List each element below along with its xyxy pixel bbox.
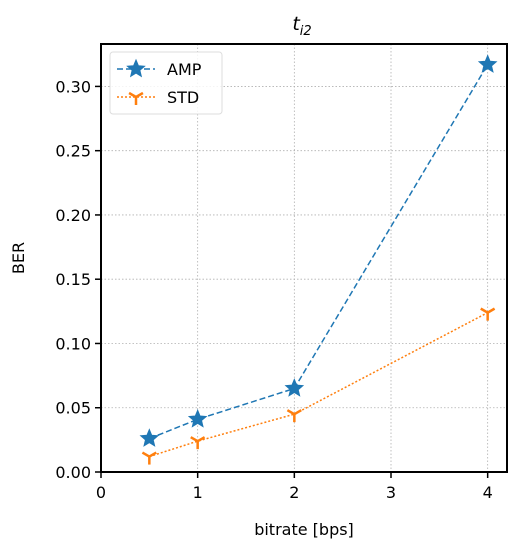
legend-marker-shape — [128, 91, 144, 105]
x-axis-label: bitrate [bps] — [254, 520, 354, 539]
x-tick-label: 2 — [289, 483, 299, 502]
series-layer — [139, 54, 498, 465]
legend-marker-amp — [126, 58, 146, 78]
y-tick-label: 0.30 — [55, 77, 91, 96]
data-point-amp — [187, 408, 208, 428]
chart-title-subscript: i2 — [300, 24, 312, 39]
data-point-std — [286, 409, 302, 423]
series-line-std — [149, 311, 489, 458]
y-tick-label: 0.25 — [55, 142, 91, 161]
legend-marker-shape — [126, 58, 146, 78]
x-tick-label: 4 — [483, 483, 493, 502]
data-point-amp — [284, 378, 305, 397]
y-tick-label: 0.15 — [55, 270, 91, 289]
x-tick-label: 3 — [386, 483, 396, 502]
legend-marker-std — [128, 91, 144, 105]
data-point-std — [190, 436, 206, 450]
legend-label-std: STD — [167, 88, 199, 107]
series-std — [141, 307, 496, 465]
data-point-std — [480, 307, 496, 321]
legend-frame — [109, 51, 223, 115]
y-tick-label: 0.20 — [55, 206, 91, 225]
series-line-amp — [149, 64, 489, 440]
legend-label-amp: AMP — [167, 60, 202, 79]
x-tick-label: 0 — [96, 483, 106, 502]
x-tick-label: 1 — [193, 483, 203, 502]
y-tick-label: 0.00 — [55, 463, 91, 482]
chart-title: ti2 — [292, 13, 311, 39]
grid-lines — [100, 44, 507, 473]
y-tick-label: 0.10 — [55, 334, 91, 353]
series-amp — [139, 54, 498, 447]
data-point-amp — [477, 54, 498, 73]
data-point-amp — [139, 428, 160, 447]
data-point-std — [141, 451, 157, 465]
plot-frame — [100, 43, 508, 473]
axes: 0 1 2 3 4 0.00 0.05 0.10 0.15 0.20 0.25 0.30 — [55, 77, 492, 502]
chart-title-main: t — [292, 13, 301, 35]
y-tick-label: 0.05 — [55, 399, 91, 418]
y-axis-label: BER — [9, 242, 28, 274]
legend: AMP STD — [109, 51, 223, 115]
